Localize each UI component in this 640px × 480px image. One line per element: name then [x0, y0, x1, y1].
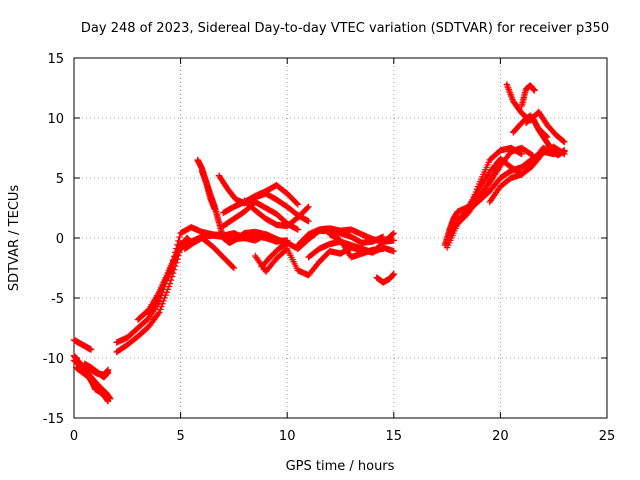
y-tick-label: 10 [47, 112, 64, 127]
data-point [229, 263, 237, 271]
y-tick-label: 0 [56, 232, 64, 247]
x-tick-label: 25 [599, 429, 616, 444]
data-point [531, 87, 538, 94]
data-point [104, 398, 112, 405]
data-point [304, 204, 311, 212]
data-point [379, 245, 387, 252]
data-point [176, 233, 183, 241]
data-point [87, 346, 95, 353]
series-28 [486, 143, 568, 206]
data-point [177, 239, 184, 246]
data-point [155, 310, 162, 318]
data-point [230, 264, 238, 272]
x-tick-label: 15 [386, 429, 403, 444]
x-tick-labels: 0 5 10 15 20 25 [70, 429, 615, 444]
data-point [390, 230, 397, 237]
data-point [156, 309, 163, 316]
data-point [544, 134, 551, 141]
series-21 [326, 231, 387, 261]
data-point [390, 237, 397, 244]
data-point [543, 133, 550, 140]
data-point [561, 138, 568, 146]
data-point [561, 147, 568, 154]
y-tick-label: -10 [43, 352, 64, 367]
series-32 [509, 112, 551, 141]
x-tick-label: 20 [492, 429, 509, 444]
series-6 [113, 232, 291, 356]
series-16 [241, 197, 312, 230]
y-tick-label: 5 [56, 172, 64, 187]
x-axis-label: GPS time / hours [286, 459, 395, 474]
x-tick-label: 0 [70, 429, 78, 444]
data-point [293, 200, 300, 207]
series-22 [373, 270, 397, 286]
data-point [518, 150, 525, 158]
series-2 [72, 364, 112, 405]
data-point [104, 369, 112, 376]
data-point [294, 201, 302, 208]
data-points [70, 81, 568, 405]
data-point [305, 218, 312, 225]
series-26 [454, 148, 568, 224]
x-tick-label: 5 [176, 429, 184, 444]
data-point [163, 273, 171, 280]
y-tick-label: -5 [51, 292, 64, 307]
data-point [560, 138, 567, 145]
series-30 [518, 82, 538, 110]
y-tick-label: 15 [47, 52, 64, 67]
series-12 [198, 167, 218, 213]
data-point [294, 226, 302, 233]
data-point [157, 306, 164, 313]
series-9 [145, 239, 184, 318]
series-3 [70, 336, 95, 353]
y-tick-labels: 15 10 5 0 -5 -10 -15 [43, 52, 64, 427]
series-5 [81, 360, 112, 381]
series-10 [181, 234, 238, 272]
x-tick-label: 10 [279, 429, 296, 444]
axis-ticks [73, 57, 608, 419]
data-point [211, 206, 218, 213]
data-point [390, 270, 397, 278]
series-19 [294, 225, 397, 249]
y-axis-label: SDTVAR / TECUs [7, 185, 22, 292]
chart-title: Day 248 of 2023, Sidereal Day-to-day VTE… [81, 21, 609, 36]
y-tick-label: -15 [43, 412, 64, 427]
data-point [305, 203, 312, 210]
data-point [389, 230, 396, 238]
data-point [390, 248, 397, 255]
series-14 [220, 182, 302, 216]
